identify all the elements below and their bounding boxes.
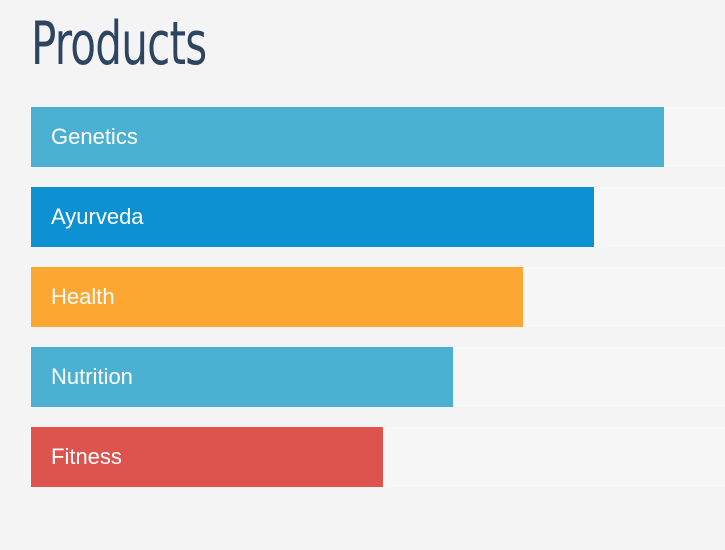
product-bar-label: Ayurveda <box>51 204 144 229</box>
bar-track-fitness: Fitness <box>31 427 725 487</box>
product-bar-list: Genetics Ayurveda Health Nutrition Fitne… <box>31 107 725 507</box>
product-bar-label: Nutrition <box>51 364 133 389</box>
product-bar-fitness[interactable]: Fitness <box>31 427 383 487</box>
product-bar-genetics[interactable]: Genetics <box>31 107 664 167</box>
bar-track-nutrition: Nutrition <box>31 347 725 407</box>
product-bar-health[interactable]: Health <box>31 267 524 327</box>
page-title: Products <box>31 9 207 79</box>
product-bar-label: Genetics <box>51 124 138 149</box>
product-bar-label: Health <box>51 284 115 309</box>
bar-track-genetics: Genetics <box>31 107 725 167</box>
bar-track-ayurveda: Ayurveda <box>31 187 725 247</box>
product-bar-label: Fitness <box>51 444 122 469</box>
product-bar-ayurveda[interactable]: Ayurveda <box>31 187 594 247</box>
product-bar-nutrition[interactable]: Nutrition <box>31 347 453 407</box>
bar-track-health: Health <box>31 267 725 327</box>
